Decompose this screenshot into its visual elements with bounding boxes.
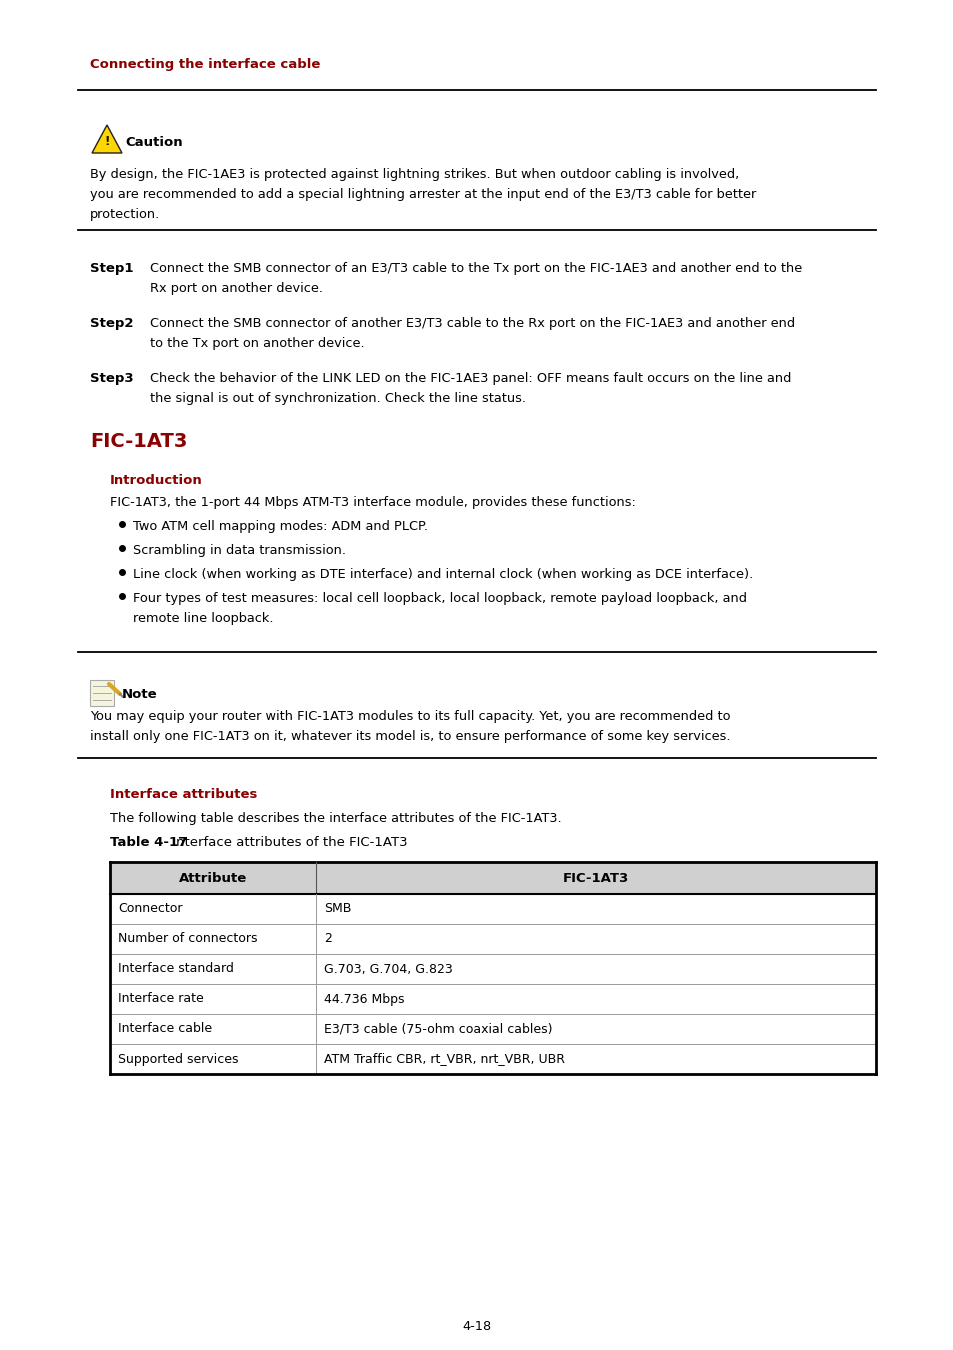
Bar — [110, 954, 875, 984]
Text: to the Tx port on another device.: to the Tx port on another device. — [150, 338, 364, 350]
Text: Check the behavior of the LINK LED on the FIC-1AE3 panel: OFF means fault occurs: Check the behavior of the LINK LED on th… — [150, 373, 791, 385]
Text: FIC-1AT3: FIC-1AT3 — [90, 432, 187, 451]
FancyBboxPatch shape — [90, 680, 113, 706]
Text: Caution: Caution — [125, 136, 182, 148]
Text: 4-18: 4-18 — [462, 1320, 491, 1332]
Text: protection.: protection. — [90, 208, 160, 221]
Text: FIC-1AT3: FIC-1AT3 — [562, 872, 628, 884]
Text: Interface attributes of the FIC-1AT3: Interface attributes of the FIC-1AT3 — [168, 836, 407, 849]
Text: You may equip your router with FIC-1AT3 modules to its full capacity. Yet, you a: You may equip your router with FIC-1AT3 … — [90, 710, 730, 724]
Text: ATM Traffic CBR, rt_VBR, nrt_VBR, UBR: ATM Traffic CBR, rt_VBR, nrt_VBR, UBR — [324, 1053, 564, 1065]
Text: Four types of test measures: local cell loopback, local loopback, remote payload: Four types of test measures: local cell … — [132, 593, 746, 605]
Bar — [110, 894, 875, 923]
Text: Note: Note — [122, 688, 157, 701]
Polygon shape — [91, 126, 122, 153]
Bar — [110, 984, 875, 1014]
Text: Connect the SMB connector of another E3/T3 cable to the Rx port on the FIC-1AE3 : Connect the SMB connector of another E3/… — [150, 317, 794, 329]
Text: SMB: SMB — [324, 903, 351, 915]
Bar — [110, 923, 875, 954]
Text: Rx port on another device.: Rx port on another device. — [150, 282, 323, 296]
Text: Number of connectors: Number of connectors — [118, 933, 257, 945]
Text: FIC-1AT3, the 1-port 44 Mbps ATM-T3 interface module, provides these functions:: FIC-1AT3, the 1-port 44 Mbps ATM-T3 inte… — [110, 495, 636, 509]
Text: Step1: Step1 — [90, 262, 133, 275]
Text: Interface rate: Interface rate — [118, 992, 204, 1006]
Bar — [110, 1044, 875, 1075]
Text: install only one FIC-1AT3 on it, whatever its model is, to ensure performance of: install only one FIC-1AT3 on it, whateve… — [90, 730, 730, 742]
Text: the signal is out of synchronization. Check the line status.: the signal is out of synchronization. Ch… — [150, 392, 525, 405]
Text: 44.736 Mbps: 44.736 Mbps — [324, 992, 404, 1006]
Text: Connecting the interface cable: Connecting the interface cable — [90, 58, 320, 72]
Text: Connector: Connector — [118, 903, 182, 915]
Text: remote line loopback.: remote line loopback. — [132, 612, 274, 625]
Text: 2: 2 — [324, 933, 332, 945]
Text: Step2: Step2 — [90, 317, 133, 329]
Text: Step3: Step3 — [90, 373, 133, 385]
Bar — [110, 863, 875, 894]
Text: Attribute: Attribute — [178, 872, 247, 884]
Text: Interface attributes: Interface attributes — [110, 788, 257, 801]
Text: Line clock (when working as DTE interface) and internal clock (when working as D: Line clock (when working as DTE interfac… — [132, 568, 753, 580]
Text: E3/T3 cable (75-ohm coaxial cables): E3/T3 cable (75-ohm coaxial cables) — [324, 1022, 552, 1035]
Text: you are recommended to add a special lightning arrester at the input end of the : you are recommended to add a special lig… — [90, 188, 756, 201]
Text: The following table describes the interface attributes of the FIC-1AT3.: The following table describes the interf… — [110, 811, 561, 825]
Text: Table 4-17: Table 4-17 — [110, 836, 187, 849]
Text: Two ATM cell mapping modes: ADM and PLCP.: Two ATM cell mapping modes: ADM and PLCP… — [132, 520, 428, 533]
Text: !: ! — [104, 135, 110, 148]
Text: By design, the FIC-1AE3 is protected against lightning strikes. But when outdoor: By design, the FIC-1AE3 is protected aga… — [90, 167, 739, 181]
Text: G.703, G.704, G.823: G.703, G.704, G.823 — [324, 963, 453, 976]
Text: Supported services: Supported services — [118, 1053, 238, 1065]
Text: Interface standard: Interface standard — [118, 963, 233, 976]
Text: Connect the SMB connector of an E3/T3 cable to the Tx port on the FIC-1AE3 and a: Connect the SMB connector of an E3/T3 ca… — [150, 262, 801, 275]
Text: Interface cable: Interface cable — [118, 1022, 212, 1035]
Bar — [110, 1014, 875, 1044]
Text: Introduction: Introduction — [110, 474, 203, 487]
Text: Scrambling in data transmission.: Scrambling in data transmission. — [132, 544, 346, 558]
